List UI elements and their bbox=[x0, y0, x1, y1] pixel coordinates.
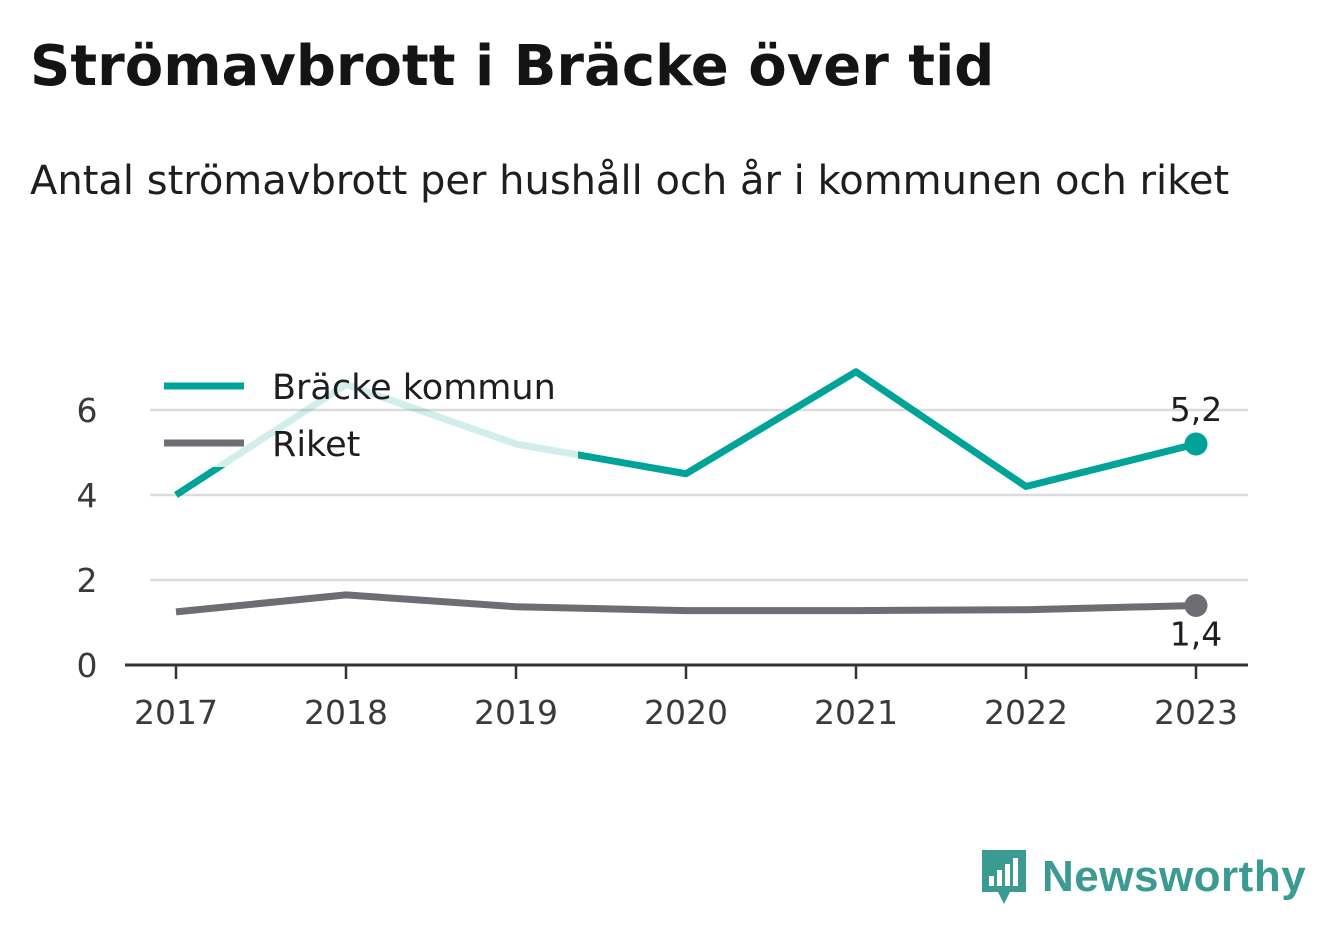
series-line-bracke bbox=[174, 368, 1197, 498]
x-tick-label-2018: 2018 bbox=[304, 693, 388, 732]
x-tick-label-2022: 2022 bbox=[984, 693, 1068, 732]
legend-label-riket: Riket bbox=[272, 425, 360, 465]
end-point-bracke bbox=[1184, 432, 1208, 456]
y-tick-label-6: 6 bbox=[77, 391, 98, 430]
x-tick-label-2020: 2020 bbox=[644, 693, 728, 732]
y-axis-ticks: 0 2 4 6 bbox=[77, 391, 98, 685]
chart-title: Strömavbrott i Bräcke över tid bbox=[30, 34, 995, 99]
series-lines bbox=[174, 368, 1197, 616]
series-line-riket bbox=[175, 591, 1197, 616]
x-tick-label-2023: 2023 bbox=[1154, 693, 1238, 732]
newsworthy-logo-icon bbox=[982, 850, 1026, 904]
chart-subtitle: Antal strömavbrott per hushåll och år i … bbox=[30, 158, 1230, 204]
newsworthy-logo-text: Newsworthy bbox=[1042, 852, 1307, 901]
x-tick-label-2019: 2019 bbox=[474, 693, 558, 732]
end-point-riket bbox=[1184, 594, 1208, 617]
legend-label-bracke: Bräcke kommun bbox=[272, 368, 556, 408]
end-points: 5,2 1,4 bbox=[1170, 390, 1222, 654]
end-label-bracke: 5,2 bbox=[1170, 390, 1222, 429]
x-tick-label-2021: 2021 bbox=[814, 693, 898, 732]
end-label-riket: 1,4 bbox=[1170, 615, 1222, 654]
x-axis-ticks: 2017 2018 2019 2020 2021 2022 2023 bbox=[134, 665, 1238, 732]
newsworthy-logo: Newsworthy bbox=[978, 846, 1306, 908]
y-tick-label-0: 0 bbox=[77, 646, 98, 685]
x-tick-label-2017: 2017 bbox=[134, 693, 218, 732]
legend: Bräcke kommun Riket bbox=[164, 368, 556, 465]
y-tick-label-2: 2 bbox=[77, 561, 98, 600]
y-tick-label-4: 4 bbox=[77, 476, 98, 515]
